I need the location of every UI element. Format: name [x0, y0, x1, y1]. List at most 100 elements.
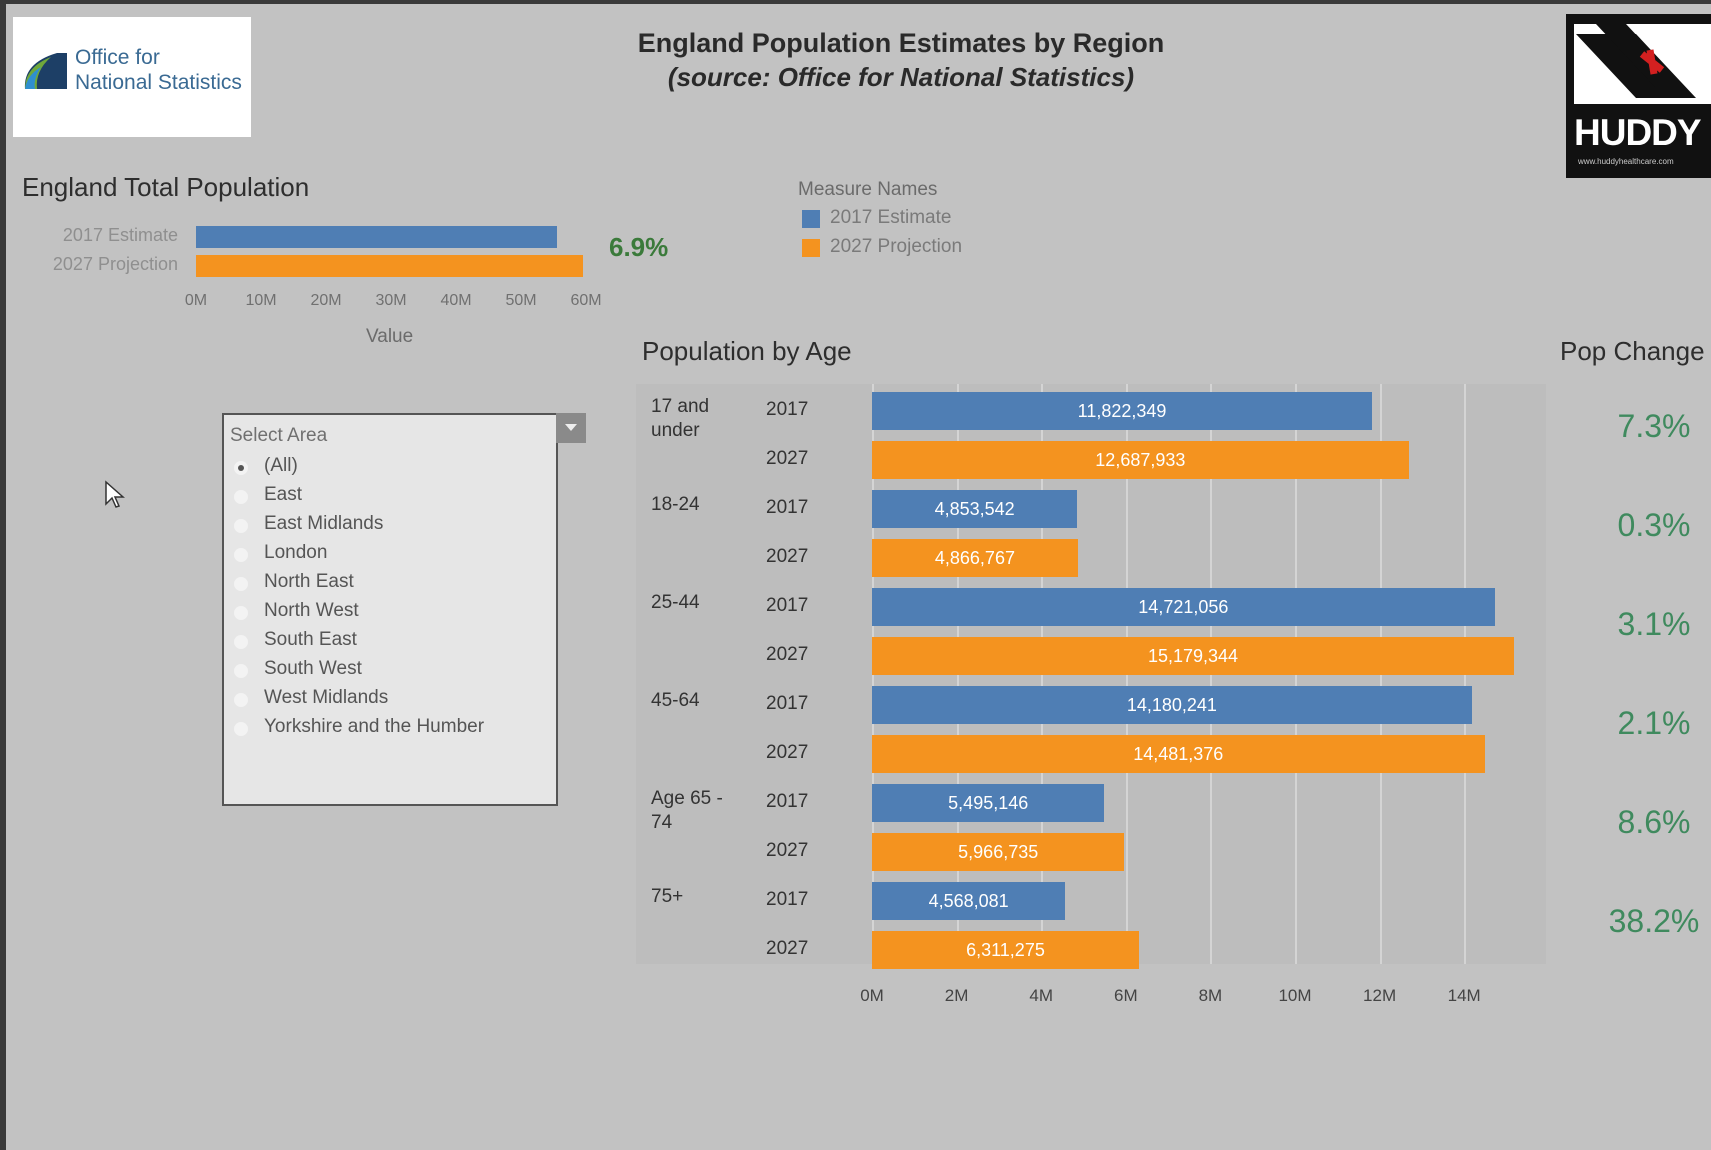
mouse-pointer-icon — [105, 480, 125, 508]
pop-change-value: 2.1% — [1617, 705, 1691, 741]
radio-icon[interactable] — [234, 693, 248, 707]
total-bar — [196, 255, 583, 277]
age-bar-value-label: 14,180,241 — [1126, 695, 1217, 715]
age-bar-value-label: 14,481,376 — [1133, 744, 1224, 764]
radio-icon[interactable] — [234, 606, 248, 620]
filter-option[interactable]: West Midlands — [234, 687, 544, 713]
radio-icon[interactable] — [234, 664, 248, 678]
age-bar: 14,481,376 — [872, 735, 1485, 773]
age-bar-value-label: 4,853,542 — [934, 499, 1015, 519]
radio-icon[interactable] — [234, 577, 248, 591]
age-x-tick: 12M — [1363, 986, 1397, 1005]
filter-dropdown-button[interactable] — [556, 413, 586, 443]
huddy-logo: HUDDY www.huddyhealthcare.com — [1566, 14, 1711, 178]
filter-option[interactable]: East Midlands — [234, 513, 544, 539]
total-x-tick: 40M — [440, 292, 472, 309]
age-x-tick: 6M — [1113, 986, 1138, 1005]
age-year-label: 2027 — [766, 546, 809, 567]
filter-option[interactable]: North East — [234, 571, 544, 597]
page-title: England Population Estimates by Region — [637, 28, 1165, 58]
filter-option-label: Yorkshire and the Humber — [264, 716, 485, 737]
radio-icon[interactable] — [234, 490, 248, 504]
age-bar: 4,853,542 — [872, 490, 1078, 528]
age-year-label: 2017 — [766, 889, 809, 910]
filter-option[interactable]: South West — [234, 658, 544, 684]
pop-change-value: 7.3% — [1617, 408, 1691, 444]
age-bar-value-label: 14,721,056 — [1138, 597, 1229, 617]
page-subtitle: (source: Office for National Statistics) — [667, 62, 1135, 92]
filter-option-label: South East — [264, 629, 357, 650]
filter-option-label: East — [264, 484, 303, 505]
legend-title: Measure Names — [798, 179, 938, 200]
radio-icon[interactable] — [234, 461, 248, 475]
ons-logo: Office for National Statistics — [13, 17, 251, 137]
pop-change-value: 3.1% — [1617, 606, 1691, 642]
age-year-label: 2017 — [766, 791, 809, 812]
filter-option-label: West Midlands — [264, 687, 389, 708]
filter-option[interactable]: East — [234, 484, 544, 510]
age-year-label: 2017 — [766, 595, 809, 616]
age-bar: 12,687,933 — [872, 441, 1409, 479]
total-change-pct: 6.9% — [609, 232, 669, 262]
radio-icon[interactable] — [234, 548, 248, 562]
filter-option[interactable]: London — [234, 542, 544, 568]
total-x-tick: 50M — [505, 292, 537, 309]
total-x-tick: 60M — [570, 292, 602, 309]
total-x-tick: 20M — [310, 292, 342, 309]
age-year-label: 2017 — [766, 693, 809, 714]
total-bar — [196, 226, 558, 248]
legend-label-2017: 2017 Estimate — [830, 207, 952, 228]
age-bar: 15,179,344 — [872, 637, 1515, 675]
ons-logo-icon — [24, 53, 67, 89]
age-year-label: 2027 — [766, 644, 809, 665]
age-group-label: 75+ — [651, 886, 684, 907]
huddy-logo-text: HUDDY — [1574, 112, 1702, 153]
filter-option[interactable]: (All) — [234, 455, 544, 481]
legend-swatch-2017 — [802, 210, 820, 228]
age-bar: 14,180,241 — [872, 686, 1472, 724]
radio-icon[interactable] — [234, 519, 248, 533]
age-bar-value-label: 4,568,081 — [928, 891, 1009, 911]
filter-option-label: North West — [264, 600, 359, 621]
filter-option-label: (All) — [264, 455, 298, 476]
age-chart-title: Population by Age — [642, 336, 852, 366]
pop-change-value: 0.3% — [1617, 507, 1691, 543]
age-bar-value-label: 6,311,275 — [966, 940, 1045, 960]
total-x-tick: 10M — [245, 292, 277, 309]
age-year-label: 2027 — [766, 448, 809, 469]
age-x-tick: 0M — [860, 986, 884, 1005]
radio-icon[interactable] — [234, 635, 248, 649]
ons-logo-text: Office for National Statistics — [75, 45, 242, 95]
age-group-label: 18-24 — [651, 494, 700, 515]
dashboard-canvas: Office for National Statistics England P… — [6, 4, 1711, 1150]
filter-option[interactable]: South East — [234, 629, 544, 655]
total-bar-label: 2027 Projection — [52, 254, 178, 274]
age-bar-value-label: 5,495,146 — [948, 793, 1029, 813]
area-filter: Select Area (All) East East Midlands London… — [222, 413, 558, 806]
age-bar: 14,721,056 — [872, 588, 1495, 626]
total-x-axis-label: Value — [366, 326, 414, 347]
huddy-logo-url: www.huddyhealthcare.com — [1578, 157, 1674, 166]
total-bar-label: 2017 Estimate — [62, 225, 178, 245]
age-year-label: 2017 — [766, 497, 809, 518]
age-bar: 11,822,349 — [872, 392, 1373, 430]
age-bar-value-label: 12,687,933 — [1095, 450, 1186, 470]
pop-change-value: 38.2% — [1608, 903, 1700, 939]
age-bar-value-label: 4,866,767 — [934, 548, 1015, 568]
radio-icon[interactable] — [234, 722, 248, 736]
filter-option-label: East Midlands — [264, 513, 384, 534]
filter-option-label: London — [264, 542, 328, 563]
total-chart-title: England Total Population — [22, 172, 310, 202]
legend-swatch-2027 — [802, 239, 820, 257]
age-group-label: 45-64 — [651, 690, 700, 711]
age-bar: 4,866,767 — [872, 539, 1078, 577]
age-x-tick: 8M — [1198, 986, 1223, 1005]
filter-option[interactable]: North West — [234, 600, 544, 626]
pop-change-value: 8.6% — [1617, 804, 1691, 840]
filter-option-label: North East — [264, 571, 354, 592]
age-x-tick: 2M — [944, 986, 969, 1005]
age-bar-value-label: 15,179,344 — [1147, 646, 1239, 666]
filter-title: Select Area — [230, 425, 328, 446]
filter-option[interactable]: Yorkshire and the Humber — [234, 716, 544, 742]
age-group-label: 25-44 — [651, 592, 700, 613]
